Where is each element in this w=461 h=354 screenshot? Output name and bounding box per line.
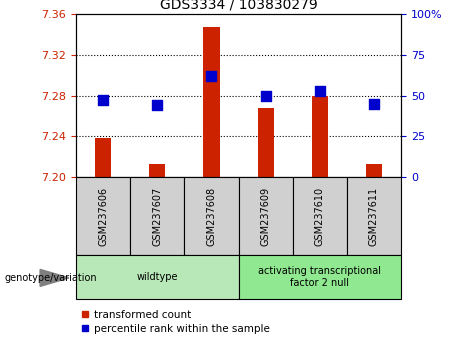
Text: GSM237610: GSM237610 — [315, 186, 325, 246]
Title: GDS3334 / 103830279: GDS3334 / 103830279 — [160, 0, 318, 12]
Polygon shape — [40, 269, 69, 286]
Bar — [258, 108, 274, 177]
Bar — [184, 177, 238, 255]
Text: GSM237608: GSM237608 — [207, 186, 217, 246]
Text: genotype/variation: genotype/variation — [5, 273, 97, 283]
Bar — [76, 255, 238, 299]
Text: wildtype: wildtype — [136, 272, 178, 282]
Point — [370, 101, 378, 107]
Text: GSM237611: GSM237611 — [369, 186, 379, 246]
Text: GSM237607: GSM237607 — [152, 186, 162, 246]
Bar — [239, 177, 293, 255]
Bar — [366, 164, 382, 177]
Point — [208, 73, 215, 79]
Bar — [76, 177, 130, 255]
Point — [316, 88, 324, 93]
Bar — [347, 177, 401, 255]
Text: activating transcriptional
factor 2 null: activating transcriptional factor 2 null — [258, 266, 381, 288]
Legend: transformed count, percentile rank within the sample: transformed count, percentile rank withi… — [81, 310, 270, 334]
Point — [154, 103, 161, 108]
Bar — [312, 96, 328, 177]
Bar — [95, 138, 111, 177]
Point — [100, 98, 107, 103]
Text: GSM237606: GSM237606 — [98, 186, 108, 246]
Point — [262, 93, 269, 98]
Bar — [149, 164, 165, 177]
Bar — [203, 27, 219, 177]
Bar — [130, 177, 184, 255]
Bar — [239, 255, 401, 299]
Bar — [293, 177, 347, 255]
Text: GSM237609: GSM237609 — [260, 186, 271, 246]
